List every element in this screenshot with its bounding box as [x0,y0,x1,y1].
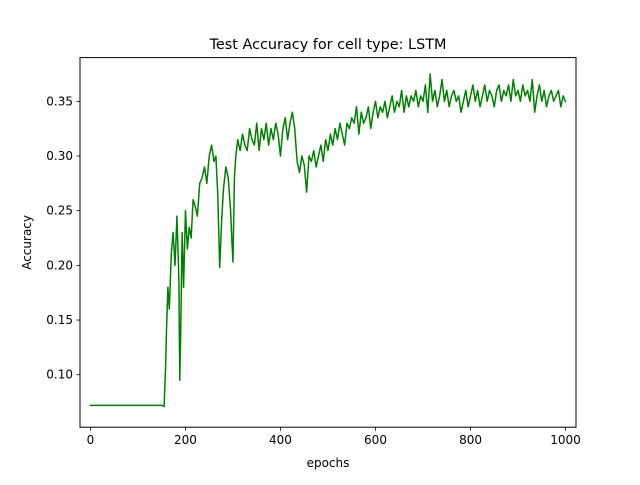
y-tick-label: 0.30 [46,149,73,163]
x-tick-label: 800 [459,433,482,447]
y-tick-label: 0.20 [46,258,73,272]
chart-title: Test Accuracy for cell type: LSTM [209,37,447,53]
x-axis-label: epochs [307,456,350,470]
x-axis-ticks: 0 200 400 600 800 1000 [87,427,581,447]
axes-frame [79,57,577,428]
y-tick-label: 0.15 [46,313,73,327]
series-line-0 [89,73,567,408]
y-axis-ticks: 0.10 0.15 0.20 0.25 0.30 0.35 [46,94,80,382]
y-tick-label: 0.35 [46,94,73,108]
y-tick-label: 0.10 [46,368,73,382]
y-tick-label: 0.25 [46,204,73,218]
x-tick-label: 1000 [550,433,581,447]
x-tick-label: 600 [364,433,387,447]
x-tick-label: 0 [87,433,95,447]
x-tick-label: 200 [174,433,197,447]
plot-layer [89,73,567,408]
x-tick-label: 400 [269,433,292,447]
y-axis-label: Accuracy [20,215,34,270]
